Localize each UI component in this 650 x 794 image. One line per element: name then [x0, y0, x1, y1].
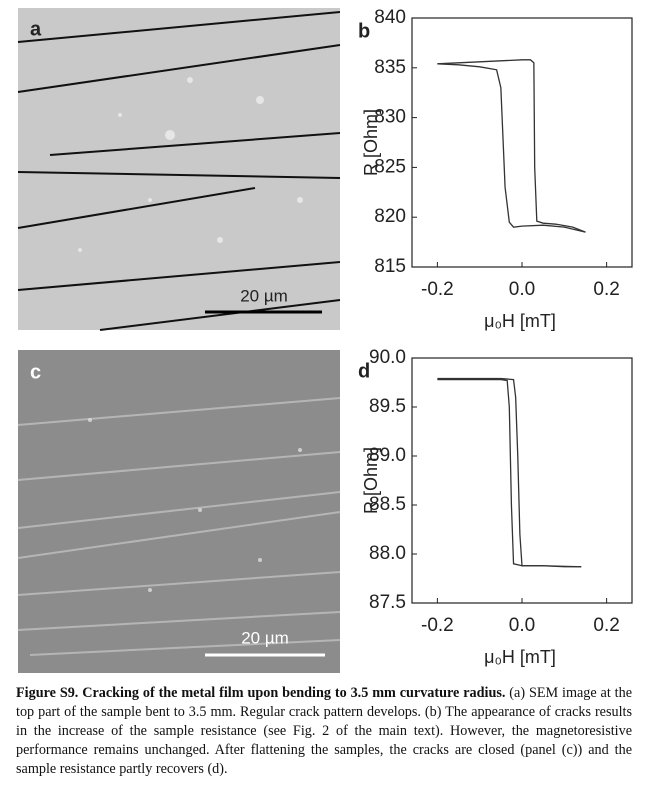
- sem-image: c 20 µm: [17, 350, 341, 673]
- x-axis-label: μ₀H [mT]: [484, 647, 556, 667]
- y-tick-label: 87.5: [369, 592, 406, 613]
- y-tick-label: 820: [374, 206, 406, 227]
- sem-image: a 20 µm: [17, 8, 341, 331]
- plot-frame: [411, 17, 633, 268]
- x-tick-label: 0.0: [509, 615, 535, 636]
- y-tick-label: 840: [374, 7, 406, 28]
- y-tick-label: 89.5: [369, 396, 406, 417]
- panel-label: c: [30, 361, 41, 383]
- scale-bar-label: 20 µm: [241, 628, 289, 647]
- x-tick-label: 0.0: [509, 279, 535, 300]
- x-tick-label: -0.2: [421, 615, 454, 636]
- data-line: [437, 377, 582, 568]
- y-tick-label: 825: [374, 156, 406, 177]
- y-axis-label: R [Ohm]: [361, 109, 381, 176]
- panel-label: b: [358, 20, 370, 42]
- y-axis-label: R [Ohm]: [361, 447, 381, 514]
- data-line: [437, 378, 582, 568]
- data-line: [437, 59, 586, 233]
- y-tick-label: 88.5: [369, 494, 406, 515]
- y-tick-label: 815: [374, 256, 406, 277]
- y-tick-label: 830: [374, 107, 406, 128]
- scale-bar-label: 20 µm: [240, 286, 288, 305]
- panel-label: a: [30, 18, 42, 40]
- y-tick-label: 90.0: [369, 347, 406, 368]
- figure: a 20 µm c 20 µm 815 820 825 830 835 840 -0.2 0.…: [17, 7, 633, 673]
- x-tick-label: 0.2: [593, 279, 619, 300]
- caption-text: (a) SEM image at the top part of the sam…: [16, 685, 633, 777]
- x-tick-label: 0.2: [593, 615, 619, 636]
- x-axis-label: μ₀H [mT]: [484, 311, 556, 331]
- y-tick-label: 89.0: [369, 445, 406, 466]
- caption-title: Figure S9. Cracking of the metal film up…: [16, 685, 506, 701]
- panel-label: d: [358, 360, 370, 382]
- x-tick-label: -0.2: [421, 279, 454, 300]
- caption: Figure S9. Cracking of the metal film up…: [16, 684, 632, 779]
- data-line: [437, 63, 586, 233]
- y-tick-label: 88.0: [369, 543, 406, 564]
- y-tick-label: 835: [374, 57, 406, 78]
